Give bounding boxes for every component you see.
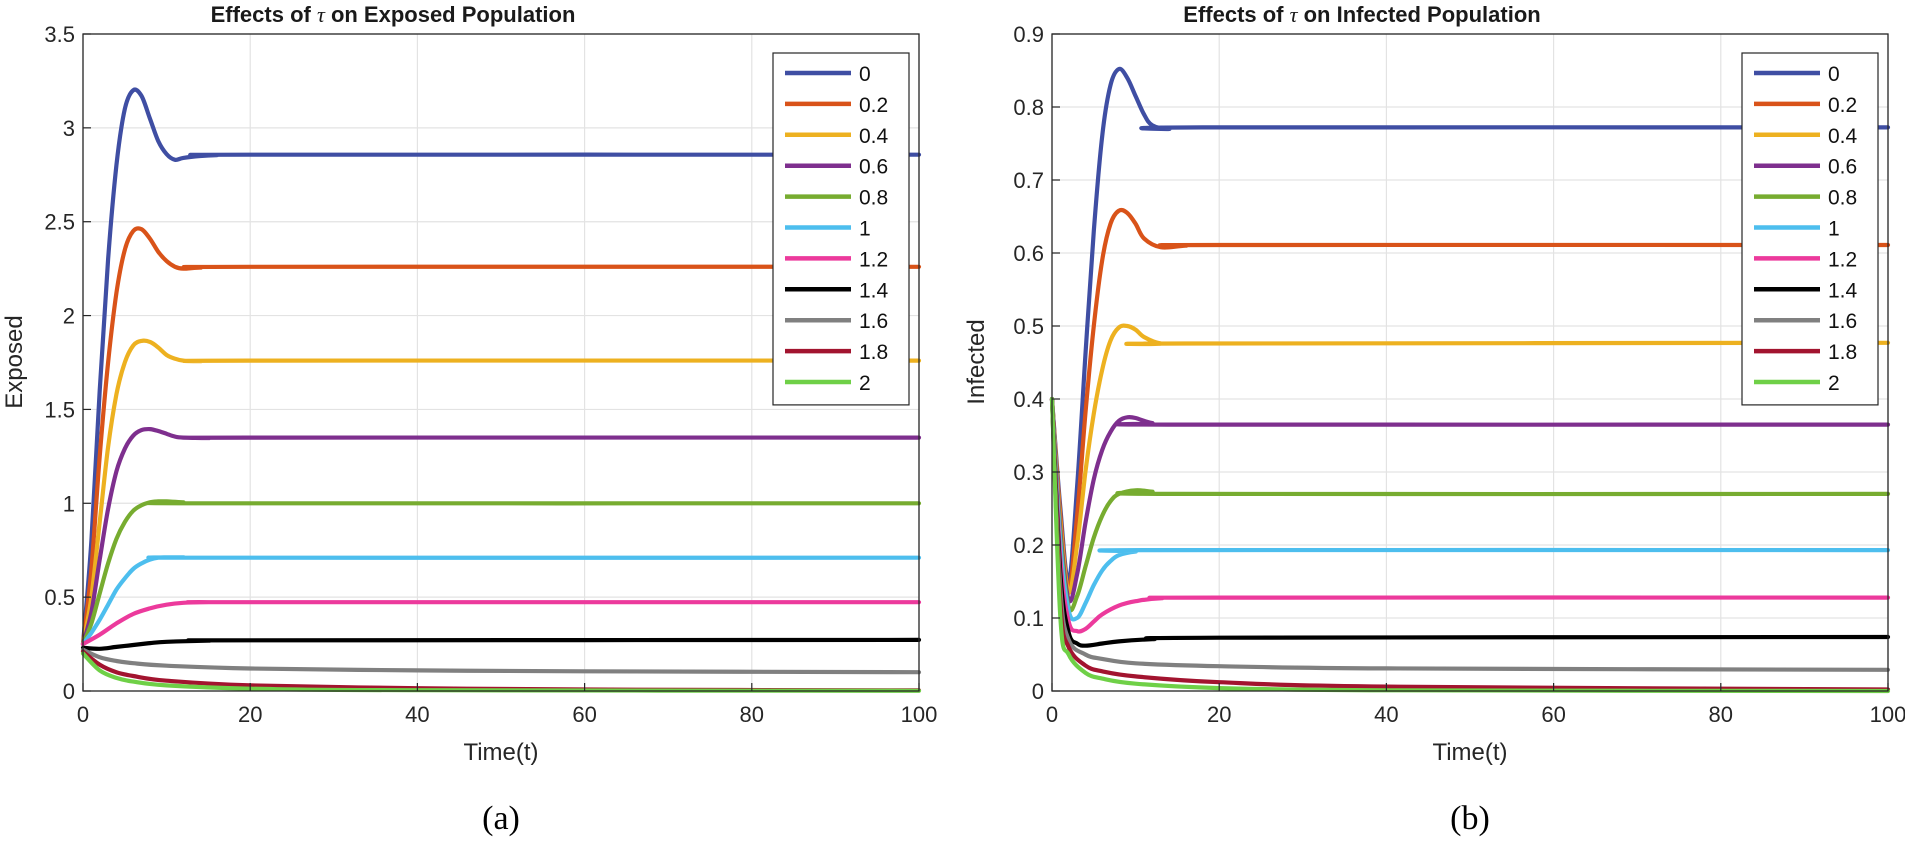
legend-label: 2	[1828, 372, 1840, 395]
series-line-tau-1-4	[80, 637, 922, 651]
legend-label: 1	[859, 218, 871, 241]
x-tick-label: 60	[1541, 702, 1565, 727]
legend-label: 1.6	[859, 310, 888, 333]
y-tick-label: 2.5	[44, 210, 75, 235]
series-line-tau-1-2	[1049, 396, 1891, 634]
y-tick-label: 1.5	[44, 397, 75, 422]
y-tick-label: 3.5	[44, 22, 75, 47]
x-tick-label: 80	[1709, 702, 1733, 727]
series-line-tau-1-2	[80, 600, 922, 647]
series-line-tau-1-6	[80, 647, 922, 675]
y-tick-label: 0.4	[1013, 387, 1044, 412]
chart-title: Effects of τ on Exposed Population	[211, 2, 576, 27]
x-tick-label: 20	[1207, 702, 1231, 727]
y-tick-label: 0.5	[44, 585, 75, 610]
y-tick-label: 0.8	[1013, 95, 1044, 120]
series-line-tau-0-6	[1049, 396, 1891, 604]
legend: 0 0.2 0.4 0.6 0.8 1 1.2 1.4 1.6 1.8 2	[1741, 52, 1879, 406]
legend-label: 0.2	[859, 94, 888, 117]
series-line-tau-0-8	[80, 499, 922, 647]
legend-label: 0.8	[859, 187, 888, 210]
legend-label: 0	[859, 63, 871, 86]
x-tick-label: 80	[740, 702, 764, 727]
x-axis-label: Time(t)	[463, 739, 538, 766]
x-tick-label: 60	[572, 702, 596, 727]
y-tick-label: 0.6	[1013, 241, 1044, 266]
legend-label: 1.4	[859, 279, 889, 302]
legend-label: 0.6	[1828, 156, 1857, 179]
y-tick-label: 0.1	[1013, 606, 1044, 631]
legend-label: 0.2	[1828, 94, 1857, 117]
x-tick-label: 100	[901, 702, 938, 727]
x-tick-label: 40	[405, 702, 429, 727]
x-tick-label: 40	[1374, 702, 1398, 727]
series-line-tau-0-4	[80, 338, 922, 647]
y-tick-label: 0	[63, 679, 75, 704]
legend-label: 1.4	[1828, 279, 1858, 302]
series-line-tau-0-4	[1049, 323, 1891, 595]
legend-label: 2	[859, 372, 871, 395]
panel-b-infected: Effects of τ on Infected Population 0 20 4…	[963, 2, 1905, 837]
y-tick-label: 0.5	[1013, 314, 1044, 339]
legend-label: 0.4	[1828, 125, 1858, 148]
series-line-tau-0-2	[80, 226, 922, 647]
legend-label: 0.6	[859, 156, 888, 179]
x-tick-label: 0	[77, 702, 89, 727]
legend-label: 1.8	[859, 341, 888, 364]
plot-frame	[82, 33, 920, 692]
y-tick-label: 0.3	[1013, 460, 1044, 485]
series-line-tau-0-2	[1049, 207, 1891, 591]
series-line-tau-0-6	[80, 426, 922, 647]
series-lines	[80, 87, 922, 693]
y-axis-label: Exposed	[1, 315, 28, 408]
x-tick-label: 20	[238, 702, 262, 727]
series-line-tau-1	[80, 555, 922, 647]
legend-label: 1.2	[1828, 248, 1857, 271]
y-tick-label: 1	[63, 491, 75, 516]
x-tick-label: 0	[1046, 702, 1058, 727]
series-lines	[1049, 66, 1891, 694]
panel-a-exposed: Effects of τ on Exposed Population 0 20 40…	[1, 2, 937, 837]
panel-caption: (a)	[482, 800, 520, 837]
legend-label: 1.6	[1828, 310, 1857, 333]
y-tick-label: 2	[63, 304, 75, 329]
legend-label: 1.2	[859, 248, 888, 271]
legend-label: 0.8	[1828, 187, 1857, 210]
chart-title: Effects of τ on Infected Population	[1183, 2, 1540, 27]
y-tick-label: 0.2	[1013, 533, 1044, 558]
legend-label: 1.8	[1828, 341, 1857, 364]
series-line-tau-0	[80, 87, 922, 647]
y-tick-label: 0.7	[1013, 168, 1044, 193]
y-tick-label: 0	[1032, 679, 1044, 704]
legend: 0 0.2 0.4 0.6 0.8 1 1.2 1.4 1.6 1.8 2	[772, 52, 910, 406]
legend-label: 0.4	[859, 125, 889, 148]
y-axis-label: Infected	[963, 319, 990, 404]
y-tick-label: 3	[63, 116, 75, 141]
legend-label: 0	[1828, 63, 1840, 86]
panel-caption: (b)	[1450, 800, 1490, 837]
x-tick-label: 100	[1870, 702, 1905, 727]
y-tick-label: 0.9	[1013, 22, 1044, 47]
legend-label: 1	[1828, 218, 1840, 241]
plot-frame	[1051, 33, 1889, 692]
x-axis-label: Time(t)	[1432, 739, 1507, 766]
